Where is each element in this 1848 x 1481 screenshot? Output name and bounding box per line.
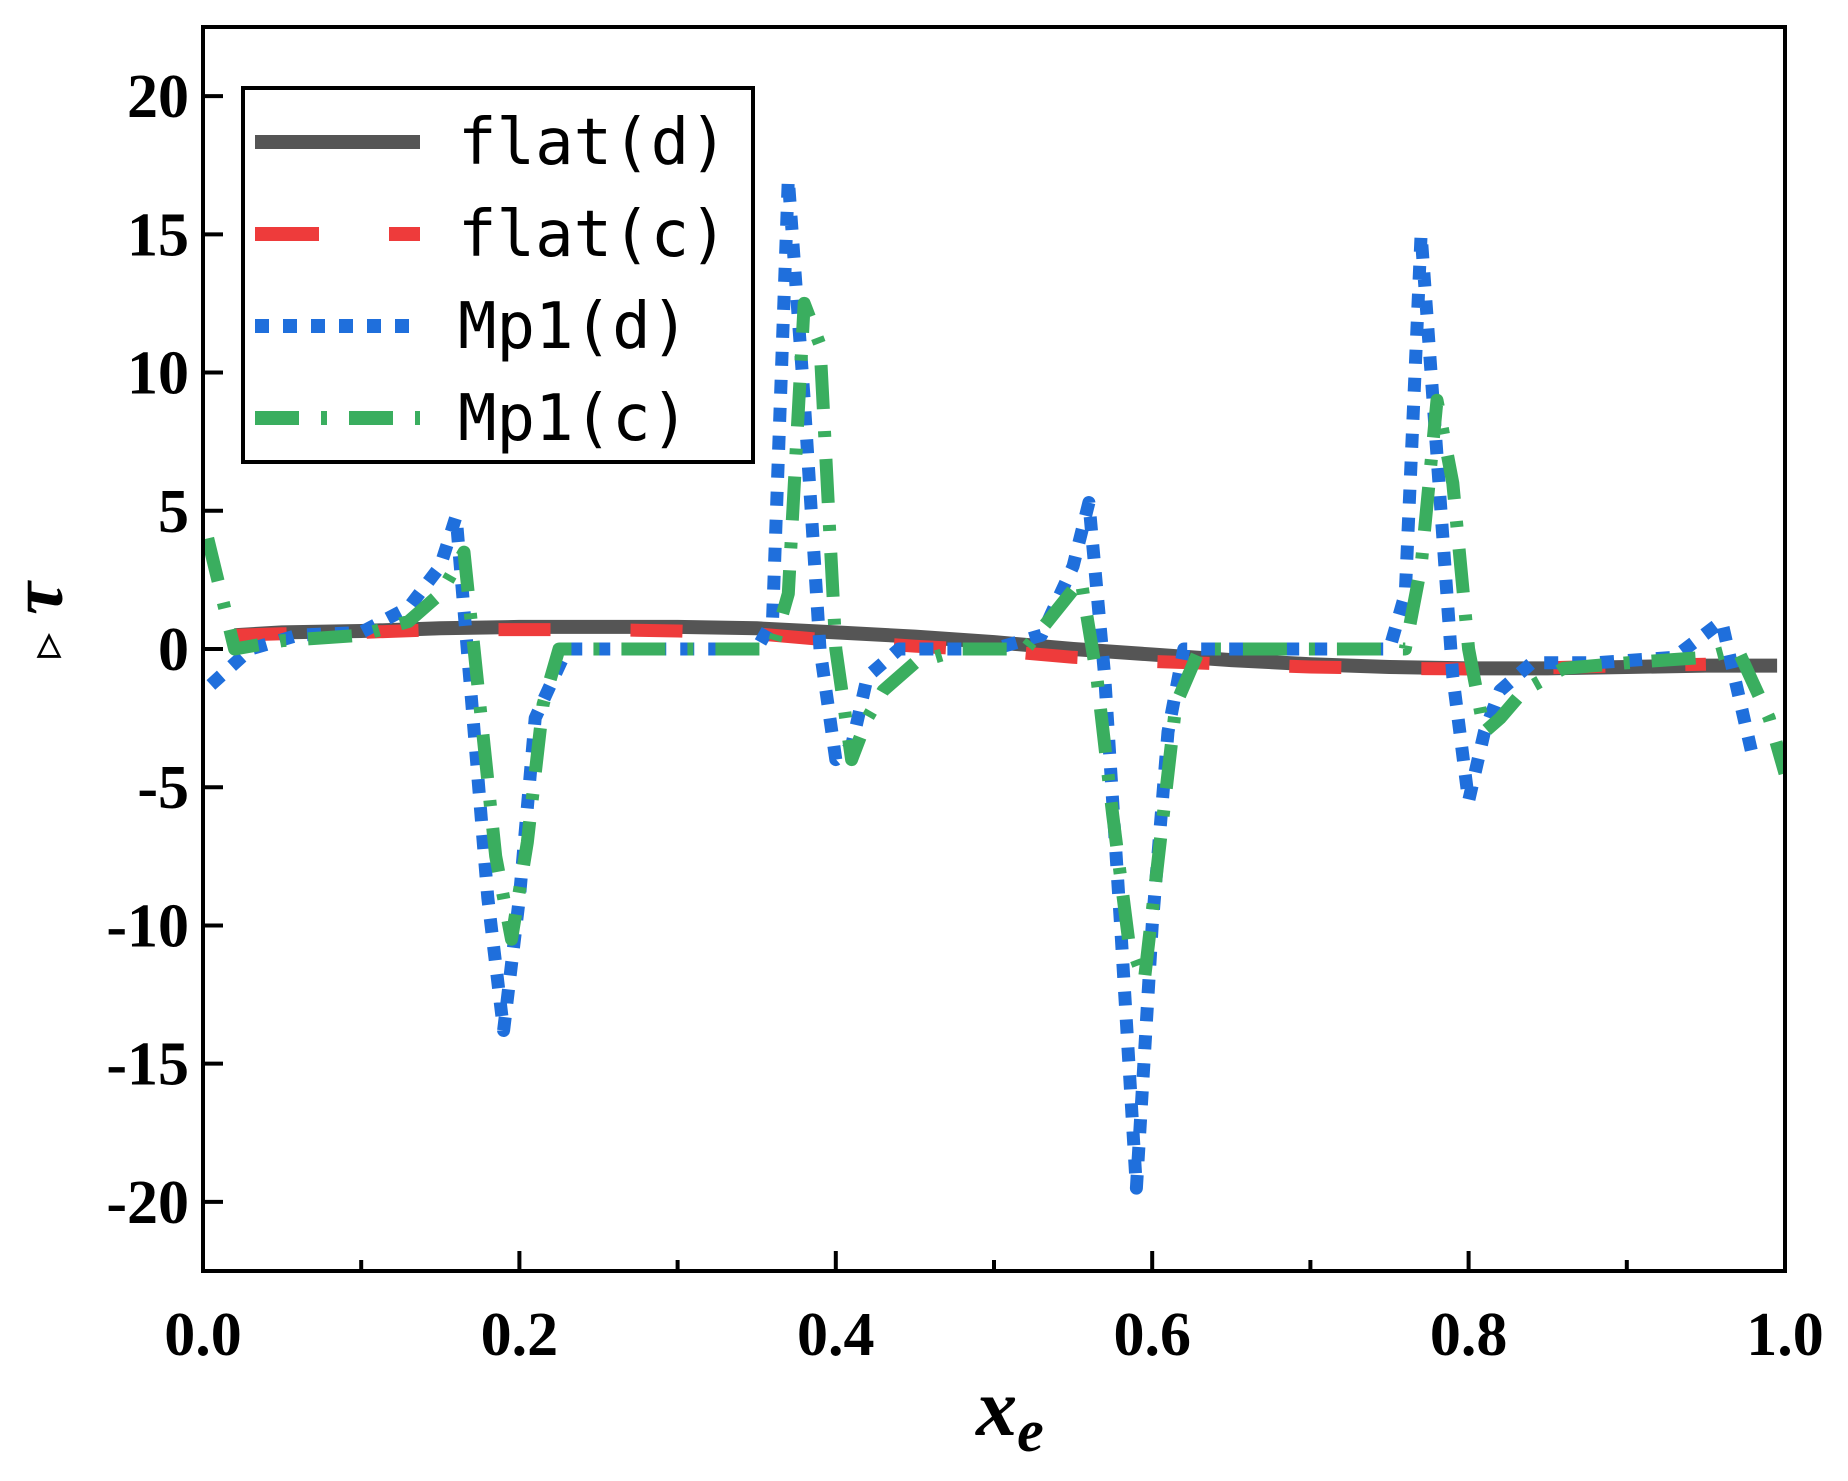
svg-text:▹τ: ▹τ (0, 580, 79, 658)
y-tick-label-2: 10 (127, 340, 189, 408)
y-tick-label-4: 0 (158, 616, 189, 684)
y-tick-label-1: 15 (127, 201, 189, 269)
x-tick-label-2: 0.4 (797, 1301, 875, 1369)
series-line-2 (206, 172, 1760, 1195)
y-axis-label-prefix: ▹ (17, 633, 73, 658)
y-axis-label-main: τ (0, 580, 79, 615)
legend: flat(d) flat(c) Mp1(d) Mp1(c) (241, 86, 755, 464)
y-tick-label-8: -20 (106, 1169, 189, 1237)
y-axis-label: ▹τ (0, 580, 79, 658)
series-line-3 (203, 296, 1785, 988)
y-tick-label-3: 5 (158, 478, 189, 546)
x-tick-label-0: 0.0 (164, 1301, 242, 1369)
x-axis-label: xe (975, 1362, 1044, 1464)
y-axis: 20 15 10 5 0 -5 -10 -15 -20 (106, 63, 223, 1237)
x-axis-label-subscript: e (1017, 1398, 1044, 1464)
y-tick-label-0: 20 (127, 63, 189, 131)
x-tick-label-3: 0.6 (1113, 1301, 1191, 1369)
legend-label-2: Mp1(d) (458, 290, 689, 364)
x-tick-label-5: 1.0 (1746, 1301, 1824, 1369)
y-tick-label-5: -5 (137, 754, 189, 822)
legend-box (241, 86, 755, 464)
y-tick-label-6: -10 (106, 892, 189, 960)
x-axis: 0.0 0.2 0.4 0.6 0.8 1.0 (164, 1251, 1824, 1369)
legend-label-0: flat(d) (458, 106, 728, 180)
legend-label-1: flat(c) (458, 198, 728, 272)
legend-label-3: Mp1(c) (458, 382, 689, 456)
series-layer (203, 172, 1785, 1195)
x-tick-label-4: 0.8 (1430, 1301, 1508, 1369)
x-tick-label-1: 0.2 (481, 1301, 559, 1369)
y-tick-label-7: -15 (106, 1031, 189, 1099)
x-axis-label-main: x (975, 1362, 1017, 1453)
